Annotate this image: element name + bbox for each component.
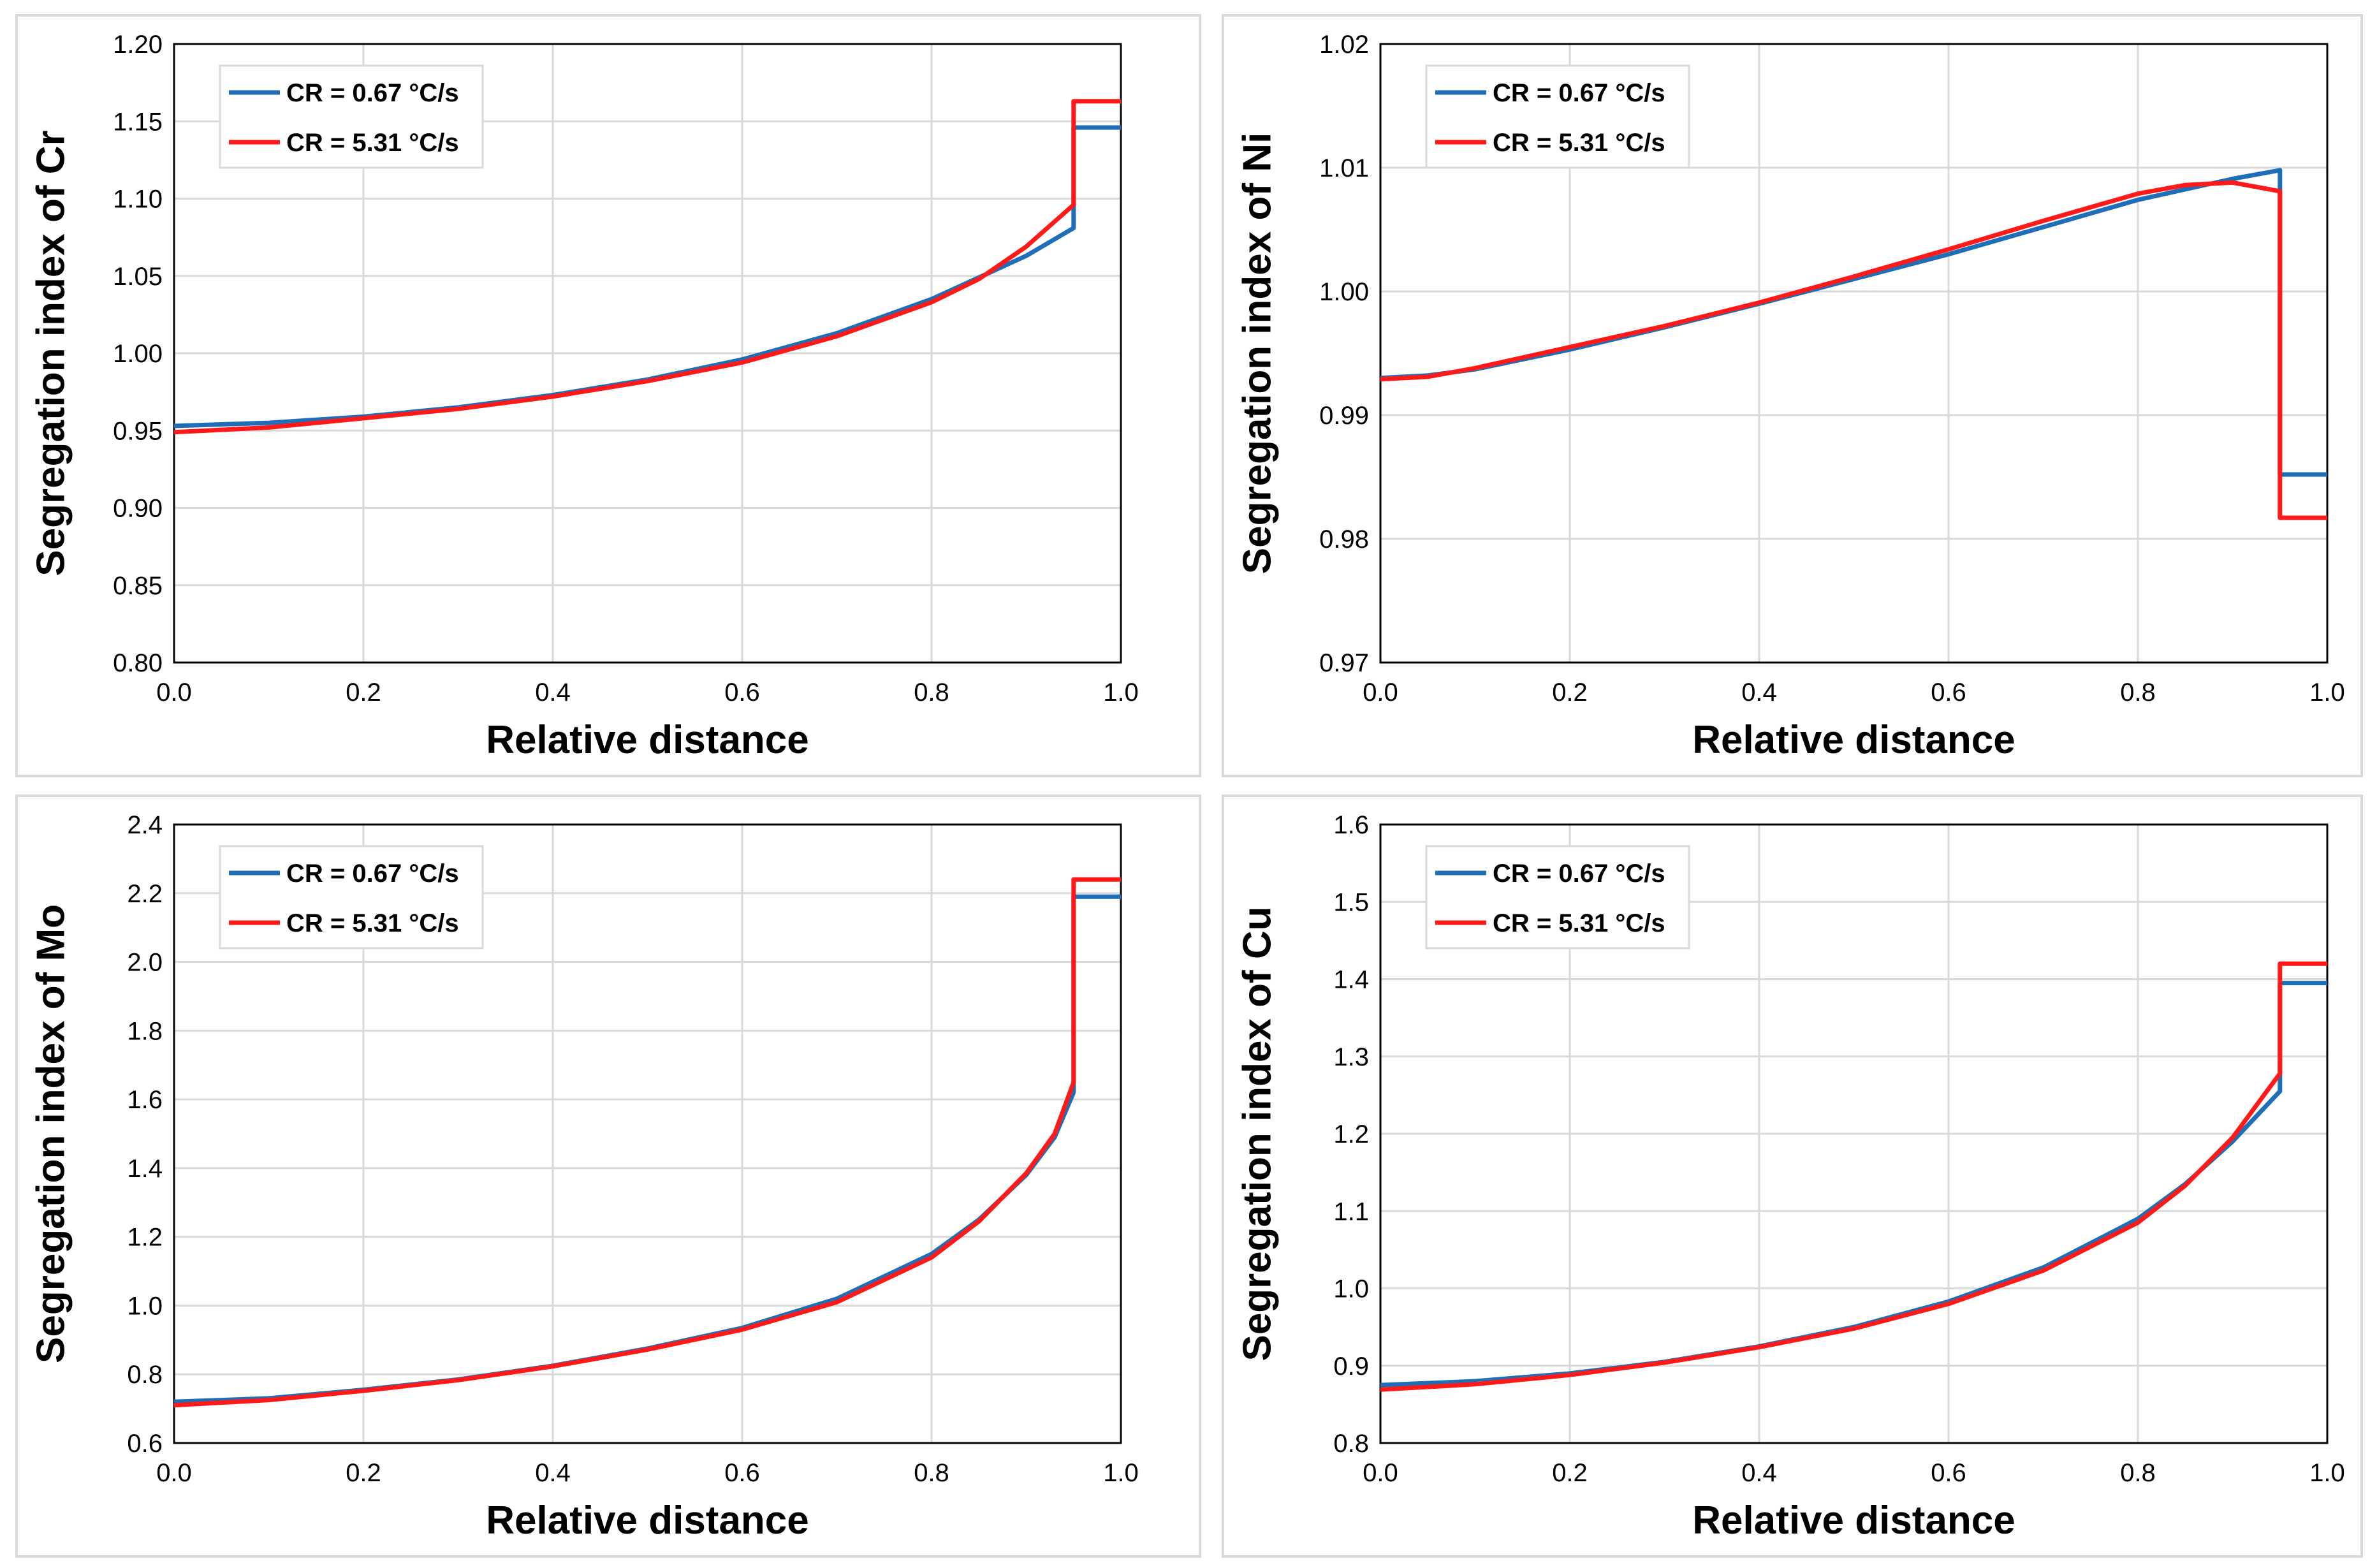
y-axis-label: Segregation index of Mo [29, 904, 73, 1363]
x-tick-label: 0.8 [914, 1459, 949, 1487]
plot-area-border [173, 43, 1122, 664]
x-tick-label: 0.0 [1363, 1459, 1398, 1487]
y-tick-label: 1.2 [127, 1224, 163, 1252]
y-tick-label: 0.85 [113, 572, 163, 600]
chart-frame [1222, 14, 2363, 777]
legend-box [1425, 64, 1690, 169]
x-tick-label: 0.0 [1363, 678, 1398, 707]
legend-entry-label: CR = 0.67 °C/s [1493, 860, 1665, 888]
y-tick-label: 1.02 [1319, 31, 1369, 59]
legend: CR = 0.67 °C/s CR = 5.31 °C/s [1425, 845, 1690, 949]
series-line-cr-5-31 [173, 99, 1121, 435]
y-tick-label: 1.6 [1333, 811, 1369, 839]
x-tick-label: 0.2 [346, 678, 381, 707]
series-line-cr-5-31 [1380, 961, 2327, 1392]
legend-box [1425, 845, 1690, 949]
legend-entry-label: CR = 5.31 °C/s [1493, 129, 1665, 157]
chart-frame [1222, 795, 2363, 1558]
x-tick-label: 0.2 [346, 1459, 381, 1487]
y-tick-label: 2.4 [127, 811, 163, 839]
x-tick-label: 0.4 [535, 1459, 571, 1487]
y-tick-label: 0.80 [113, 649, 163, 677]
x-tick-label: 0.4 [1741, 1459, 1777, 1487]
legend-box [219, 64, 484, 169]
x-tick-label: 0.4 [535, 678, 571, 707]
chart-frame [15, 795, 1201, 1558]
y-tick-label: 1.2 [1333, 1120, 1369, 1148]
y-tick-label: 1.8 [127, 1017, 163, 1045]
y-axis-label: Segregation index of Cu [1235, 906, 1279, 1361]
y-tick-label: 0.90 [113, 495, 163, 523]
y-tick-label: 1.0 [127, 1292, 163, 1320]
plot-area-border [173, 823, 1122, 1444]
y-tick-label: 2.0 [127, 949, 163, 977]
x-axis-label: Relative distance [1692, 1498, 2015, 1542]
y-tick-label: 0.6 [127, 1430, 163, 1458]
x-tick-label: 0.8 [2120, 1459, 2156, 1487]
y-tick-label: 0.99 [1319, 402, 1369, 430]
y-tick-label: 1.00 [1319, 278, 1369, 306]
y-tick-label: 1.3 [1333, 1043, 1369, 1071]
x-tick-label: 0.2 [1552, 678, 1588, 707]
y-tick-label: 1.10 [113, 186, 163, 214]
x-axis-label: Relative distance [1692, 718, 2015, 762]
y-tick-label: 1.01 [1319, 154, 1369, 182]
legend-entry-label: CR = 0.67 °C/s [286, 79, 459, 107]
series-line-cr-5-31 [173, 877, 1121, 1408]
x-tick-label: 1.0 [1103, 1459, 1139, 1487]
y-tick-label: 1.5 [1333, 888, 1369, 916]
y-tick-label: 1.1 [1333, 1198, 1369, 1226]
series-line-cr-5-31 [1380, 180, 2327, 520]
chart-panel-2: 0.97 0.98 0.99 1.00 1.01 1.02 0.0 0.2 0.4 0.6 0.8 1… [1222, 14, 2363, 777]
legend-entry-label: CR = 5.31 °C/s [286, 129, 459, 157]
chart-panel-3: 0.6 0.8 1.0 1.2 1.4 1.6 1.8 2.0 2.2 2.4 0.0 0.2 0.4 0… [15, 795, 1201, 1558]
y-tick-label: 2.2 [127, 880, 163, 908]
x-tick-label: 0.0 [156, 1459, 192, 1487]
y-tick-label: 1.0 [1333, 1275, 1369, 1303]
y-tick-label: 1.05 [113, 263, 163, 291]
x-tick-label: 1.0 [1103, 678, 1139, 707]
y-tick-label: 0.98 [1319, 525, 1369, 553]
x-tick-label: 0.2 [1552, 1459, 1588, 1487]
legend: CR = 0.67 °C/s CR = 5.31 °C/s [219, 64, 484, 169]
x-tick-label: 0.4 [1741, 678, 1777, 707]
x-tick-label: 0.8 [2120, 678, 2156, 707]
legend-entry-label: CR = 0.67 °C/s [1493, 79, 1665, 107]
chart-panel-1: 0.80 0.85 0.90 0.95 1.00 1.05 1.10 1.15 1.20 0.0 0… [15, 14, 1201, 777]
plot-area-border [1379, 43, 2329, 664]
legend-entry-label: CR = 5.31 °C/s [1493, 909, 1665, 937]
x-tick-label: 1.0 [2309, 678, 2345, 707]
x-tick-label: 0.8 [914, 678, 949, 707]
y-tick-label: 0.95 [113, 417, 163, 445]
legend-entry-label: CR = 0.67 °C/s [286, 860, 459, 888]
y-tick-label: 0.8 [127, 1361, 163, 1389]
legend-box [219, 845, 484, 949]
legend-entry-label: CR = 5.31 °C/s [286, 909, 459, 937]
x-tick-label: 0.6 [1931, 1459, 1966, 1487]
x-tick-label: 0.6 [724, 678, 760, 707]
y-tick-label: 1.6 [127, 1086, 163, 1114]
y-tick-label: 1.00 [113, 340, 163, 368]
y-tick-label: 0.8 [1333, 1430, 1369, 1458]
y-axis-label: Segregation index of Ni [1235, 133, 1279, 574]
x-tick-label: 0.6 [724, 1459, 760, 1487]
x-axis-label: Relative distance [486, 718, 809, 762]
x-tick-label: 0.0 [156, 678, 192, 707]
y-tick-label: 1.4 [1333, 966, 1369, 994]
y-tick-label: 0.97 [1319, 649, 1369, 677]
legend: CR = 0.67 °C/s CR = 5.31 °C/s [219, 845, 484, 949]
y-tick-label: 1.20 [113, 31, 163, 59]
legend: CR = 0.67 °C/s CR = 5.31 °C/s [1425, 64, 1690, 169]
x-tick-label: 1.0 [2309, 1459, 2345, 1487]
y-axis-label: Segregation index of Cr [29, 130, 73, 576]
chart-frame [15, 14, 1201, 777]
y-tick-label: 1.15 [113, 108, 163, 136]
y-tick-label: 1.4 [127, 1155, 163, 1183]
x-tick-label: 0.6 [1931, 678, 1966, 707]
x-axis-label: Relative distance [486, 1498, 809, 1542]
plot-area-border [1379, 823, 2329, 1444]
chart-panel-4: 0.8 0.9 1.0 1.1 1.2 1.3 1.4 1.5 1.6 0.0 0.2 0.4 0.6 0… [1222, 795, 2363, 1558]
y-tick-label: 0.9 [1333, 1352, 1369, 1381]
